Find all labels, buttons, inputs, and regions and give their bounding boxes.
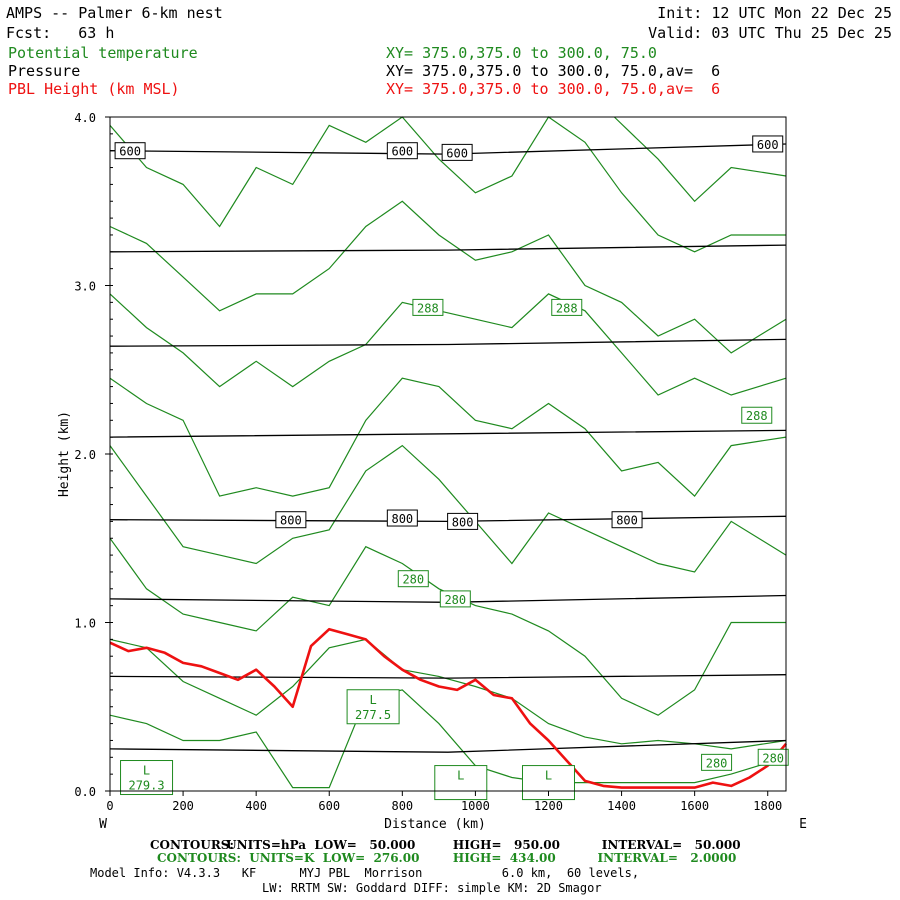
svg-text:288: 288: [417, 301, 439, 315]
pressure-label-600: 600: [114, 142, 146, 160]
low-center-letter: L: [545, 769, 552, 783]
theta-contour-2: [109, 537, 786, 716]
theta-label-288: 288: [551, 298, 583, 316]
header-valid: Valid: 03 UTC Thu 25 Dec 25: [648, 24, 892, 42]
low-center-letter: L: [143, 764, 150, 778]
theta-label-280: 280: [397, 570, 429, 588]
field-pbl-xy: XY= 375.0,375.0 to 300.0, 75.0,av= 6: [386, 80, 721, 98]
y-tick-label: 4.0: [74, 111, 96, 125]
y-tick-label: 2.0: [74, 448, 96, 462]
field-theta-label: Potential temperature: [8, 44, 198, 62]
theta-contour-1: [109, 638, 787, 750]
pressure-contour-650: [109, 244, 787, 253]
pressure-label-600: 600: [441, 143, 473, 161]
pbl-line: [109, 627, 787, 789]
theta-label-280: 280: [439, 590, 471, 608]
field-pbl-label: PBL Height (km MSL): [8, 80, 180, 98]
footer-pressure-contours-prefix: CONTOURS:: [150, 838, 234, 852]
pressure-label-800: 800: [447, 512, 479, 530]
pressure-contours: [109, 143, 787, 753]
svg-text:280: 280: [762, 751, 784, 765]
theta-label-280: 280: [757, 748, 789, 766]
theta-contour-4: [109, 377, 787, 497]
svg-text:800: 800: [391, 512, 413, 526]
x-left-label: W: [99, 817, 107, 832]
theta-contour-0: [109, 689, 787, 789]
low-center-value: 279.3: [128, 779, 164, 793]
theta-label-288: 288: [741, 406, 773, 424]
theta-label-280: 280: [701, 753, 733, 771]
header-title: AMPS -- Palmer 6-km nest: [6, 4, 223, 22]
x-tick-label: 200: [172, 799, 194, 813]
field-pressure-label: Pressure: [8, 62, 81, 80]
x-tick-label: 600: [318, 799, 340, 813]
low-center-value: 277.5: [355, 708, 391, 722]
theta-contour-3: [109, 444, 787, 573]
footer-pressure-contours: UNITS=hPa LOW= 50.000 HIGH= 950.00 INTER…: [222, 838, 741, 852]
theta-contour-8: [613, 116, 787, 203]
theta-contour-6: [109, 200, 787, 354]
x-tick-label: 800: [391, 799, 413, 813]
x-right-label: E: [799, 817, 807, 832]
header-init: Init: 12 UTC Mon 22 Dec 25: [657, 4, 892, 22]
plot-frame: [109, 116, 787, 792]
y-tick-label: 3.0: [74, 280, 96, 294]
pressure-contour-700: [109, 338, 787, 347]
svg-text:800: 800: [280, 514, 302, 528]
pbl-height-line: [109, 627, 787, 789]
x-tick-label: 1000: [461, 799, 490, 813]
pressure-label-600: 600: [752, 135, 784, 153]
y-tick-label: 1.0: [74, 617, 96, 631]
x-tick-label: 1200: [534, 799, 563, 813]
svg-text:600: 600: [757, 138, 779, 152]
field-pressure-xy: XY= 375.0,375.0 to 300.0, 75.0,av= 6: [386, 62, 721, 80]
x-tick-label: 400: [245, 799, 267, 813]
low-center-2: L: [434, 765, 488, 801]
footer-physics-info: LW: RRTM SW: Goddard DIFF: simple KM: 2D…: [262, 881, 602, 895]
svg-text:600: 600: [446, 146, 468, 160]
low-center-letter: L: [457, 769, 464, 783]
svg-text:288: 288: [556, 301, 578, 315]
svg-text:600: 600: [391, 145, 413, 159]
pressure-label-800: 800: [611, 511, 643, 529]
footer-model-info: Model Info: V4.3.3 KF MYJ PBL Morrison 6…: [90, 866, 640, 880]
pressure-label-800: 800: [386, 509, 418, 527]
pressure-label-600: 600: [386, 142, 418, 160]
low-center-letter: L: [369, 693, 376, 707]
pressure-contour-900: [109, 674, 787, 679]
footer-theta-contours: CONTOURS: UNITS=K LOW= 276.00 HIGH= 434.…: [157, 851, 737, 865]
theta-contour-7: [109, 116, 786, 253]
svg-text:280: 280: [444, 593, 466, 607]
header-fcst: Fcst: 63 h: [6, 24, 115, 42]
pressure-label-800: 800: [275, 511, 307, 529]
y-axis-title: Height (km): [57, 411, 72, 497]
svg-text:600: 600: [119, 145, 141, 159]
svg-text:800: 800: [616, 514, 638, 528]
x-tick-label: 1800: [753, 799, 782, 813]
x-tick-label: 1400: [607, 799, 636, 813]
svg-text:288: 288: [746, 409, 768, 423]
axes: 0 200 400 600 800 1000 1200 1400 1600 1800 0.0 1.0 2…: [74, 111, 782, 813]
svg-text:280: 280: [402, 573, 424, 587]
y-tick-label: 0.0: [74, 785, 96, 799]
svg-text:280: 280: [706, 756, 728, 770]
contour-labels: 600 600 600 600 800 800 800 800 288 288 288 280 280 2…: [114, 135, 789, 801]
x-tick-label: 1600: [680, 799, 709, 813]
theta-label-288: 288: [412, 298, 444, 316]
x-axis-title: Distance (km): [384, 817, 486, 832]
pressure-contour-750: [109, 429, 787, 438]
x-tick-label: 0: [106, 799, 113, 813]
svg-text:800: 800: [452, 515, 474, 529]
field-theta-xy: XY= 375.0,375.0 to 300.0, 75.0: [386, 44, 657, 62]
pressure-contour-950: [109, 739, 787, 753]
